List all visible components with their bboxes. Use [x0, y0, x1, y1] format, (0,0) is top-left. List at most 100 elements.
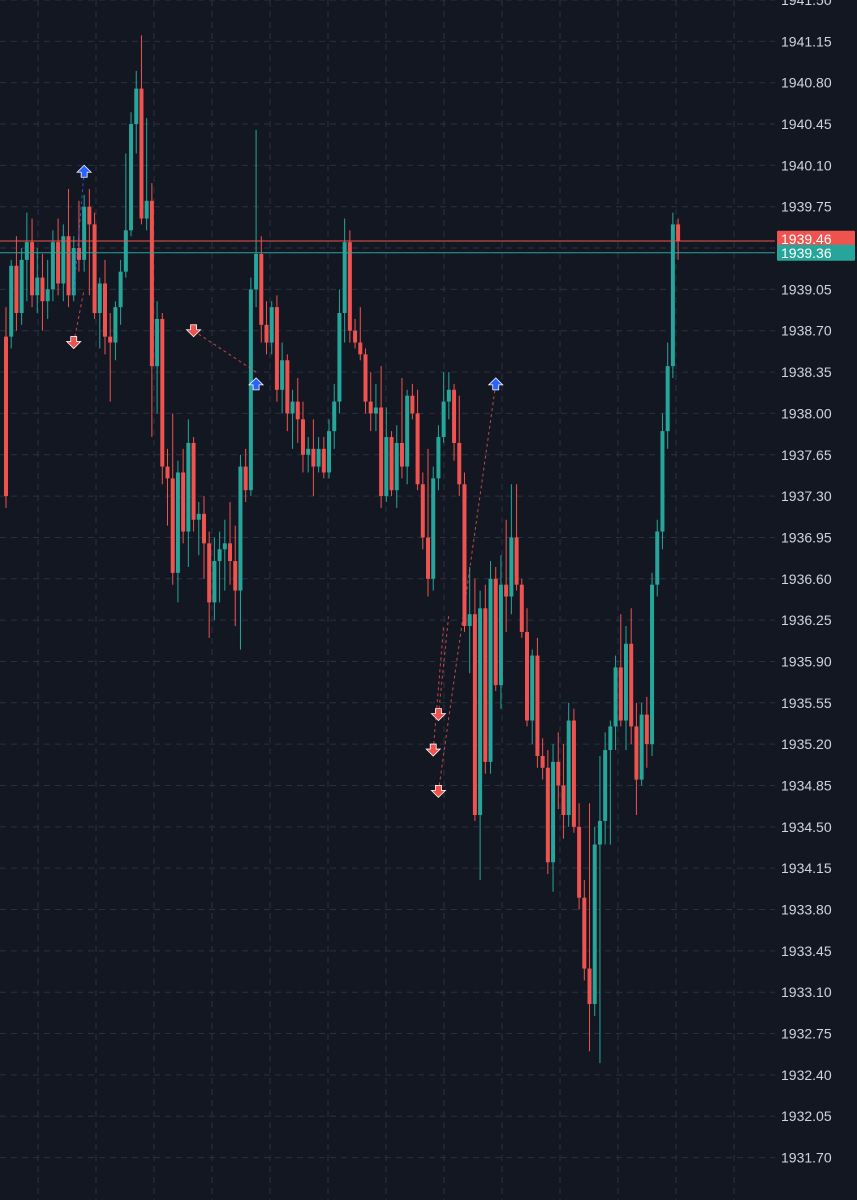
candle-body: [561, 785, 565, 815]
y-tick-label: 1934.15: [781, 860, 832, 876]
candle-body: [327, 431, 331, 472]
candle-body: [374, 408, 378, 414]
candle-body: [249, 289, 253, 490]
y-tick-label: 1941.15: [781, 33, 832, 49]
candle-body: [181, 472, 185, 531]
candle-body: [629, 644, 633, 727]
y-tick-label: 1941.50: [781, 0, 832, 8]
candle-body: [186, 443, 190, 532]
candle-body: [671, 224, 675, 366]
candle-body: [369, 402, 373, 414]
candle-body: [67, 236, 71, 295]
candle-body: [82, 207, 86, 260]
candle-body: [572, 721, 576, 827]
y-tick-label: 1939.75: [781, 199, 832, 215]
candle-body: [363, 354, 367, 401]
candle-body: [640, 715, 644, 780]
candle: [473, 579, 477, 821]
candle-body: [655, 532, 659, 585]
candle-body: [410, 396, 414, 414]
candle: [671, 213, 675, 378]
candle-body: [473, 614, 477, 815]
candle-body: [244, 467, 248, 491]
candle-body: [202, 514, 206, 544]
candle-body: [494, 579, 498, 685]
candle-body: [603, 750, 607, 821]
candle-body: [499, 585, 503, 685]
candle-body: [421, 484, 425, 537]
candle-body: [582, 898, 586, 969]
candle-body: [311, 449, 315, 467]
candle-body: [332, 402, 336, 432]
candle-body: [593, 845, 597, 1004]
candle-body: [56, 242, 60, 283]
candle-body: [676, 224, 680, 241]
candle: [650, 573, 654, 756]
candle-body: [197, 514, 201, 520]
price-axis-background: [775, 0, 857, 1200]
candle-body: [113, 307, 117, 342]
candle-body: [228, 543, 232, 561]
candle-body: [285, 360, 289, 413]
candle-body: [530, 656, 534, 721]
candle-body: [270, 307, 274, 342]
price-axis[interactable]: 1941.50 1941.15 1940.80 1940.45 1940.10 1939.…: [775, 0, 857, 1200]
candle-body: [207, 543, 211, 602]
y-tick-label: 1933.45: [781, 943, 832, 959]
y-tick-label: 1940.45: [781, 116, 832, 132]
y-tick-label: 1936.95: [781, 529, 832, 545]
candle-body: [87, 207, 91, 225]
candle-body: [608, 726, 612, 750]
candle-body: [93, 224, 97, 313]
y-tick-label: 1937.30: [781, 488, 832, 504]
candle: [572, 709, 576, 833]
candle-body: [98, 283, 102, 313]
candle-body: [134, 89, 138, 124]
candle: [660, 413, 664, 549]
candle-body: [14, 266, 18, 313]
y-tick-label: 1935.55: [781, 695, 832, 711]
candle-body: [103, 283, 107, 336]
candle-body: [567, 721, 571, 815]
y-tick-label: 1939.05: [781, 281, 832, 297]
candle-body: [212, 561, 216, 602]
y-tick-label: 1934.50: [781, 819, 832, 835]
candle-body: [20, 260, 24, 313]
candle-body: [353, 331, 357, 343]
candle-body: [384, 437, 388, 496]
candle-body: [72, 248, 76, 295]
candle-body: [457, 443, 461, 484]
candle-body: [634, 726, 638, 779]
candle-body: [25, 242, 29, 260]
candle-body: [218, 549, 222, 561]
candle-body: [176, 472, 180, 572]
candle-body: [541, 756, 545, 768]
candle-body: [51, 242, 55, 289]
candle-body: [291, 402, 295, 414]
candle: [567, 703, 571, 827]
candle: [489, 561, 493, 774]
candle-body: [348, 242, 352, 331]
candle-body: [259, 254, 263, 325]
candle-body: [400, 443, 404, 467]
candle-body: [145, 201, 149, 219]
candle-body: [395, 443, 399, 490]
candle: [483, 585, 487, 774]
candle-body: [40, 278, 44, 302]
y-tick-label: 1933.10: [781, 984, 832, 1000]
candle: [9, 260, 13, 349]
candle-body: [301, 419, 305, 454]
candle-body: [166, 467, 170, 479]
candle-body: [416, 413, 420, 484]
candle-body: [442, 402, 446, 437]
candle-body: [280, 360, 284, 390]
candle: [249, 278, 253, 497]
candle-body: [379, 408, 383, 497]
y-tick-label: 1931.70: [781, 1150, 832, 1166]
candle-body: [192, 443, 196, 520]
y-tick-label: 1932.75: [781, 1026, 832, 1042]
candle-body: [624, 644, 628, 721]
candle-body: [139, 89, 143, 219]
